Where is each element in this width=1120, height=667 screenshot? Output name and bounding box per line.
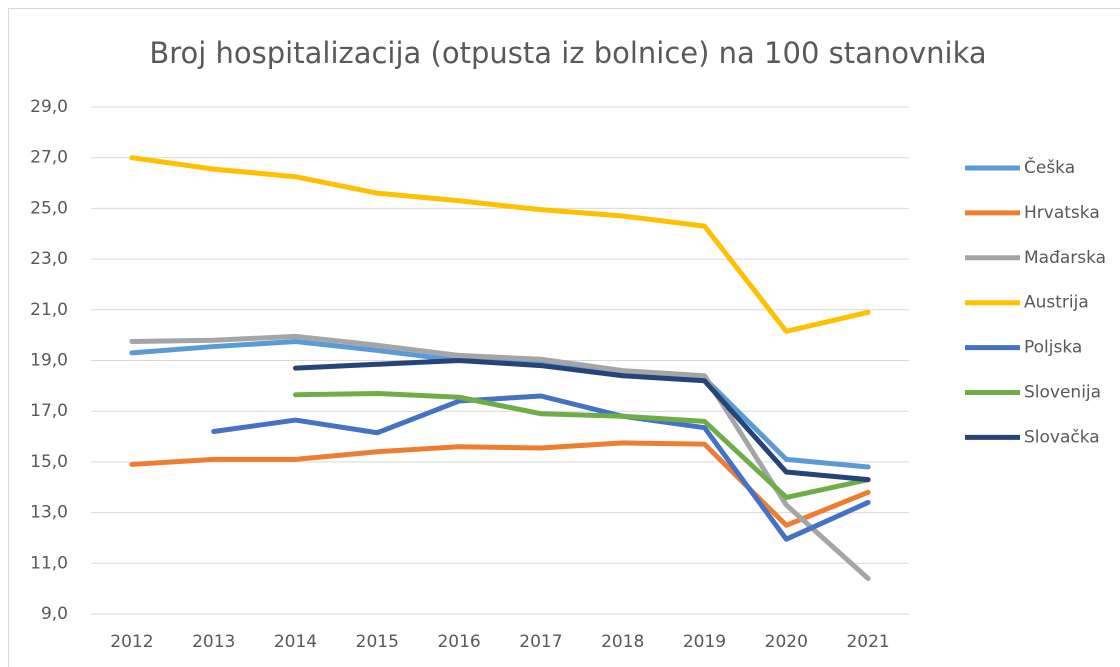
y-tick-label: 27,0 [30,148,68,168]
x-tick-label: 2012 [110,632,153,652]
legend-label: Hrvatska [1024,203,1100,223]
chart-title: Broj hospitalizacija (otpusta iz bolnice… [149,36,986,70]
legend-label: Slovačka [1024,427,1100,447]
y-tick-label: 15,0 [30,452,68,472]
legend-label: Češka [1024,156,1075,178]
chart-border [8,8,1120,667]
x-tick-label: 2020 [765,632,808,652]
y-tick-label: 29,0 [30,97,68,117]
y-tick-label: 11,0 [30,553,68,573]
x-tick-label: 2018 [601,632,644,652]
y-tick-label: 9,0 [41,604,68,624]
series-line [129,155,871,334]
series-line [211,393,871,542]
x-tick-label: 2014 [274,632,317,652]
x-tick-label: 2016 [437,632,480,652]
y-tick-label: 13,0 [30,503,68,523]
x-tick-label: 2013 [192,632,235,652]
legend-label: Austrija [1024,293,1089,313]
x-tick-label: 2017 [519,632,562,652]
y-tick-label: 17,0 [30,401,68,421]
legend-label: Slovenija [1024,383,1101,403]
series-line [129,333,871,582]
y-tick-label: 23,0 [30,249,68,269]
series-line [293,358,871,483]
y-tick-label: 19,0 [30,351,68,371]
legend-label: Mađarska [1024,248,1106,268]
x-tick-label: 2015 [356,632,399,652]
y-tick-label: 21,0 [30,300,68,320]
series-line [293,390,871,500]
legend-label: Poljska [1024,338,1082,358]
x-tick-label: 2021 [846,632,889,652]
y-tick-label: 25,0 [30,198,68,218]
x-tick-label: 2019 [683,632,726,652]
